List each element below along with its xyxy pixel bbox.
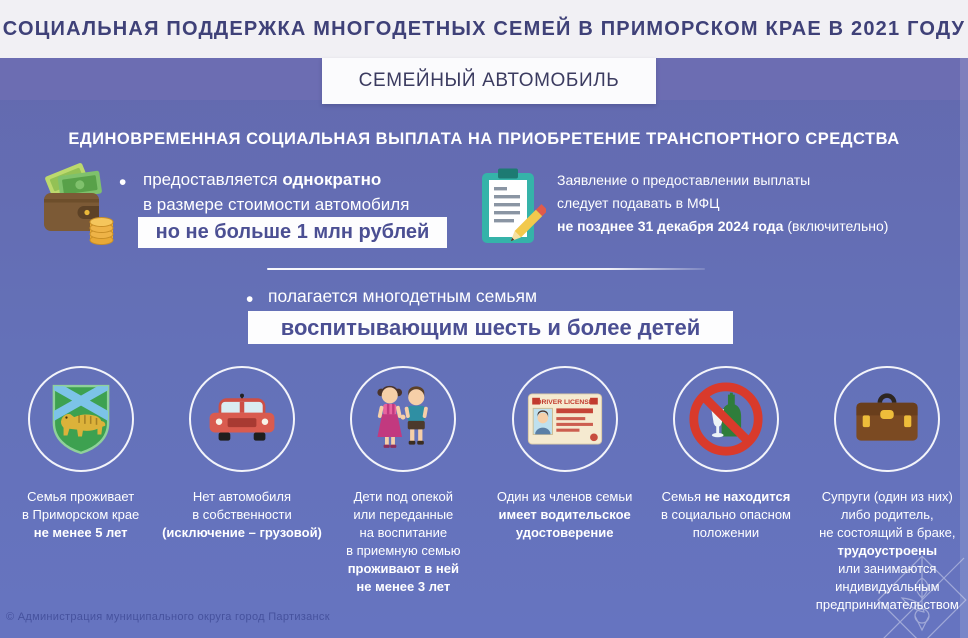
section-divider [267,268,705,270]
condition-not-at-risk: Семья не находится в социально опасном пол… [645,366,806,614]
condition-circle [27,366,134,472]
grant-bullet: • [119,171,127,194]
condition-caption-line: не менее 3 лет [356,579,451,594]
condition-circle [834,366,941,472]
condition-caption-line: Семья проживает [27,489,135,504]
grant-line-2: в размере стоимости автомобиля [143,195,410,214]
condition-caption-line: не состоящий в браке, [819,525,956,540]
briefcase-icon [856,393,918,441]
condition-caption-line: или переданные [353,507,454,522]
condition-caption-line: проживают в ней [347,561,459,576]
condition-caption-line: Дети под опекой [353,489,454,504]
condition-caption-line: в социально опасном [660,507,791,522]
condition-caption-line: или занимаются [838,561,937,576]
condition-residence: Семья проживает в Приморском крае не менее… [0,366,161,614]
condition-caption-line: удостоверение [515,525,614,540]
application-clipboard-icon [482,168,546,243]
condition-caption: Один из членов семьи имеет водительское уд… [497,488,633,542]
condition-caption-line: положении [692,525,760,540]
condition-caption-line: в собственности [192,507,292,522]
page-title: СОЦИАЛЬНАЯ ПОДДЕРЖКА МНОГОДЕТНЫХ СЕМЕЙ В… [2,17,966,40]
condition-caption: Нет автомобиля в собственности (исключение… [162,488,322,542]
condition-caption: Семья проживает в Приморском крае не менее… [22,488,139,542]
condition-circle: DRIVER LICENSE [511,366,618,472]
section-title: ЕДИНОВРЕМЕННАЯ СОЦИАЛЬНАЯ ВЫПЛАТА НА ПРИ… [68,130,900,148]
grant-text: предоставляется однократно в размере сто… [143,167,409,217]
condition-foster-children: Дети под опекой или переданные на воспитан… [323,366,484,614]
condition-caption-line: в Приморском крае [22,507,140,522]
condition-caption-line: не менее 5 лет [33,525,128,540]
condition-caption-line: имеет водительское [498,507,631,522]
no-alcohol-icon [689,382,763,456]
condition-caption-line: Семья не находится [661,489,791,504]
condition-caption-line: в приемную семью [346,543,461,558]
eligibility-text: полагается многодетным семьям [268,286,537,306]
condition-caption: Дети под опекой или переданные на воспитан… [346,488,460,596]
driver-license-title: DRIVER LICENSE [536,399,593,406]
conditions-row: Семья проживает в Приморском крае не менее… [0,366,968,614]
driver-license-icon: DRIVER LICENSE [527,393,602,445]
condition-circle [672,366,779,472]
right-edge-highlight [960,58,968,638]
compass-rose-logo-icon [877,555,967,638]
wallet-money-icon [44,163,114,245]
condition-caption-line: предпринимательством [815,597,959,612]
condition-caption: Супруги (один из них) либо родитель, не со… [816,488,959,614]
condition-caption-line: (исключение – грузовой) [162,525,322,540]
condition-no-car: Нет автомобиля в собственности (исключение… [161,366,322,614]
application-line-3: не позднее 31 декабря 2024 года (включит… [557,218,889,234]
eligibility-bullet: • [246,288,254,311]
eligibility-highlight-box: воспитывающим шесть и более детей [248,311,733,344]
condition-caption-line: либо родитель, [840,507,934,522]
primorsky-krai-crest-icon [52,384,109,455]
car-icon [209,393,275,441]
grant-highlight-box: но не больше 1 млн рублей [138,217,447,248]
condition-caption-line: индивидуальным [835,579,940,594]
program-badge: СЕМЕЙНЫЙ АВТОМОБИЛЬ [322,58,656,104]
application-line-1: Заявление о предоставлении выплаты [557,172,811,188]
children-icon [377,385,429,448]
condition-caption-line: Супруги (один из них) [821,489,953,504]
condition-driver-license: DRIVER LICENSE Один из членов семьи имеет… [484,366,645,614]
condition-circle [350,366,457,472]
application-text: Заявление о предоставлении выплаты следу… [557,169,888,238]
condition-caption-line: Нет автомобиля [192,489,292,504]
copyright-watermark: © Администрация муниципального округа го… [6,611,330,623]
condition-employment: Супруги (один из них) либо родитель, не со… [807,366,968,614]
header: СОЦИАЛЬНАЯ ПОДДЕРЖКА МНОГОДЕТНЫХ СЕМЕЙ В… [0,0,968,58]
condition-circle [188,366,295,472]
condition-caption-line: трудоустроены [837,543,938,558]
condition-caption: Семья не находится в социально опасном пол… [661,488,791,542]
condition-caption-line: Один из членов семьи [496,489,633,504]
grant-line-1: предоставляется однократно [143,170,382,189]
condition-caption-line: на воспитание [359,525,448,540]
application-line-2: следует подавать в МФЦ [557,195,720,211]
